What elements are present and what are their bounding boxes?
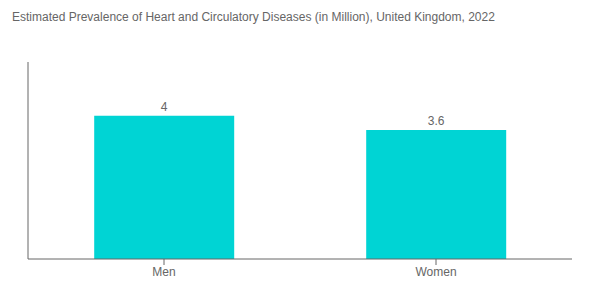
svg-text:Men: Men	[152, 265, 175, 279]
svg-text:3.6: 3.6	[428, 114, 445, 128]
svg-text:Women: Women	[415, 265, 456, 279]
svg-text:4: 4	[161, 100, 168, 114]
html-text:Estimated Prevalence of Heart: Estimated Prevalence of Heart and Circul…	[12, 10, 495, 24]
